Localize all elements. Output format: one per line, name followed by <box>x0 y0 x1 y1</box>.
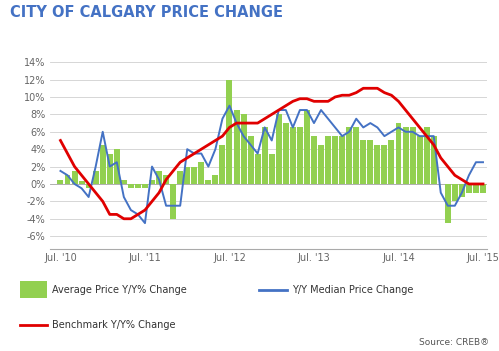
Bar <box>135 184 141 188</box>
Bar <box>403 127 409 184</box>
Bar <box>269 153 275 184</box>
Bar <box>381 145 387 184</box>
Text: Average Price Y/Y% Change: Average Price Y/Y% Change <box>52 285 187 294</box>
Bar <box>213 175 219 184</box>
Bar <box>184 167 190 184</box>
Bar <box>290 127 296 184</box>
Bar <box>410 127 416 184</box>
Bar <box>64 175 70 184</box>
Bar <box>417 136 423 184</box>
Bar <box>339 136 345 184</box>
Text: Benchmark Y/Y% Change: Benchmark Y/Y% Change <box>52 320 176 330</box>
Bar <box>163 175 169 184</box>
Bar <box>114 149 120 184</box>
Bar <box>191 167 197 184</box>
Bar <box>128 184 134 188</box>
Bar <box>261 127 267 184</box>
Bar <box>396 123 402 184</box>
Text: Y/Y Median Price Change: Y/Y Median Price Change <box>292 285 413 294</box>
Bar <box>304 110 310 184</box>
Bar <box>156 171 162 184</box>
Bar <box>57 180 63 184</box>
Bar <box>473 184 479 193</box>
Text: Source: CREB®: Source: CREB® <box>419 338 489 347</box>
Bar <box>241 114 247 184</box>
Bar <box>346 127 352 184</box>
Bar <box>353 127 359 184</box>
Bar <box>424 127 430 184</box>
Bar <box>367 140 373 184</box>
Bar <box>220 145 226 184</box>
Bar <box>283 123 289 184</box>
Bar <box>332 136 338 184</box>
Bar <box>480 184 486 193</box>
Bar <box>149 180 155 184</box>
Bar <box>431 136 437 184</box>
Bar <box>311 136 317 184</box>
Bar <box>466 184 472 193</box>
Text: CITY OF CALGARY PRICE CHANGE: CITY OF CALGARY PRICE CHANGE <box>10 5 283 20</box>
Bar <box>206 180 212 184</box>
Bar <box>452 184 458 201</box>
Bar <box>170 184 176 219</box>
Bar <box>234 110 240 184</box>
Bar <box>445 184 451 223</box>
Bar <box>297 127 303 184</box>
Bar <box>71 171 77 184</box>
Bar <box>325 136 331 184</box>
Bar <box>86 184 92 188</box>
Bar <box>318 145 324 184</box>
Bar <box>459 184 465 197</box>
Bar <box>360 140 366 184</box>
Bar <box>100 145 106 184</box>
Bar <box>248 136 253 184</box>
Bar <box>388 140 394 184</box>
Bar <box>254 153 260 184</box>
Bar <box>276 114 282 184</box>
Bar <box>107 153 113 184</box>
Bar <box>121 180 127 184</box>
Bar <box>79 181 85 184</box>
Bar <box>227 80 233 184</box>
Bar <box>198 162 204 184</box>
Bar <box>374 145 380 184</box>
Bar <box>93 171 99 184</box>
Bar <box>142 184 148 188</box>
Bar <box>177 171 183 184</box>
